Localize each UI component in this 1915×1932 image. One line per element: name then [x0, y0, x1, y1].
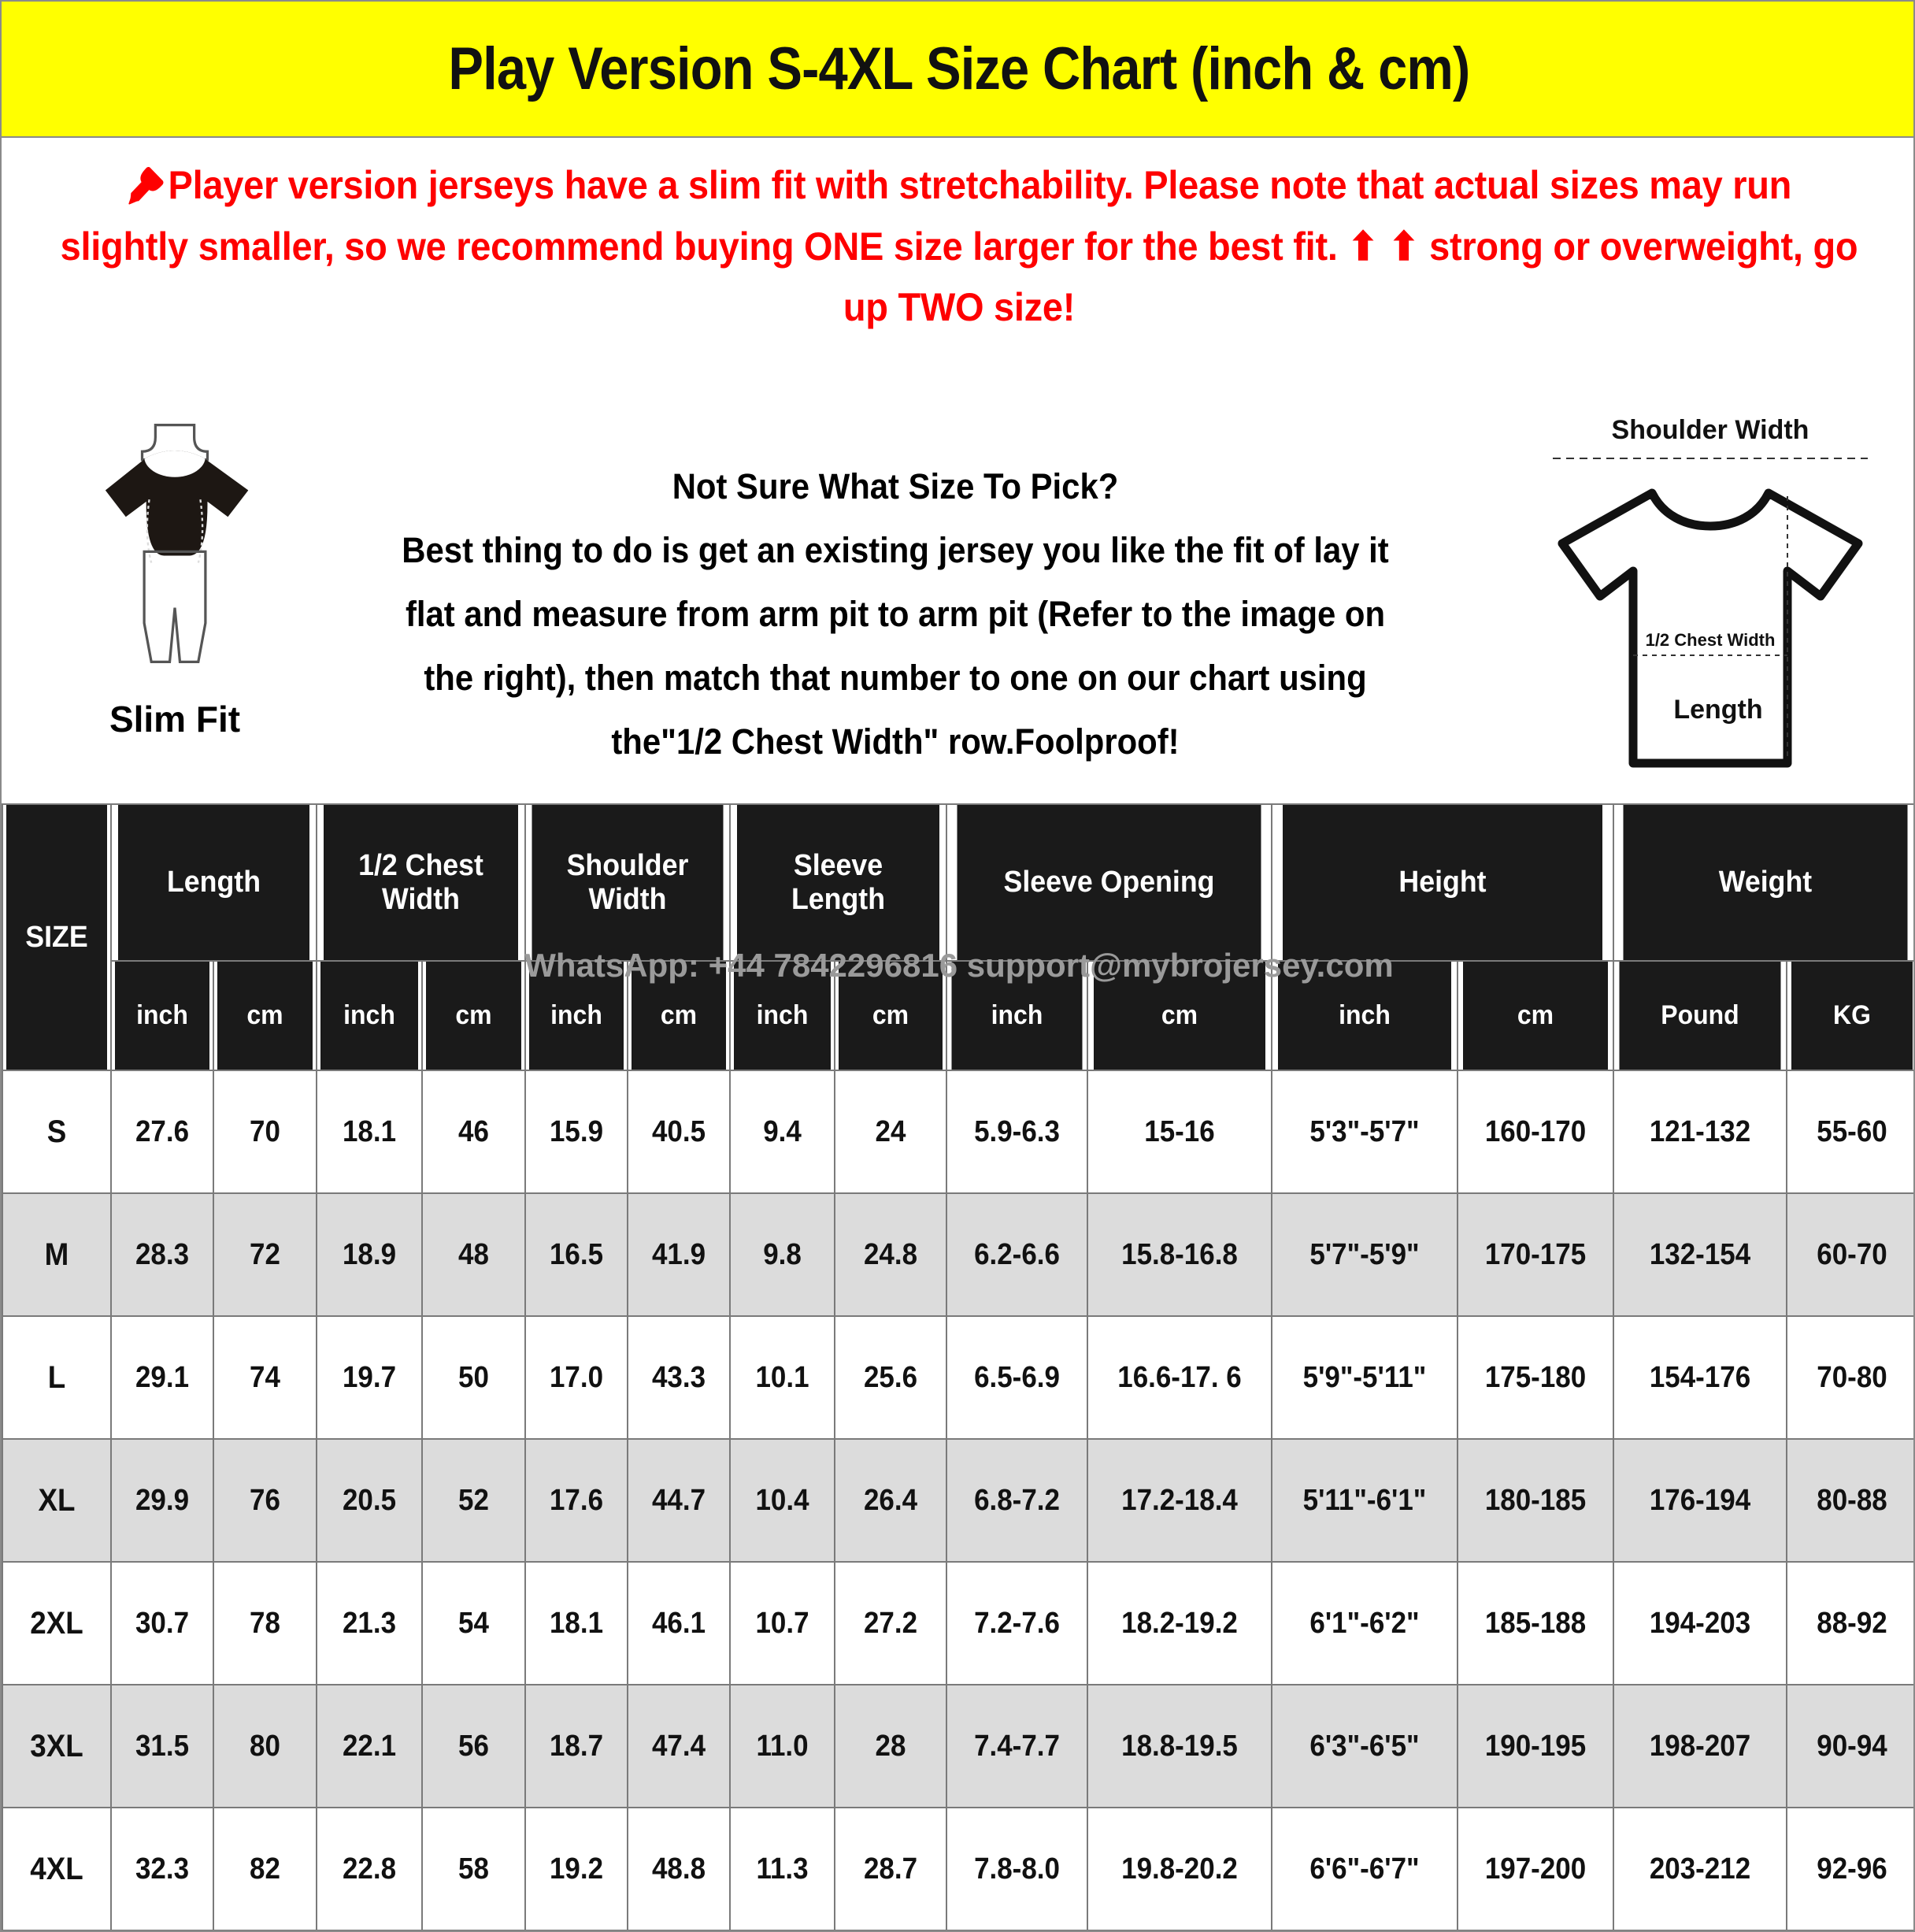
svg-text:1/2 Chest Width: 1/2 Chest Width [1646, 630, 1776, 650]
svg-text:Length: Length [1673, 695, 1762, 725]
